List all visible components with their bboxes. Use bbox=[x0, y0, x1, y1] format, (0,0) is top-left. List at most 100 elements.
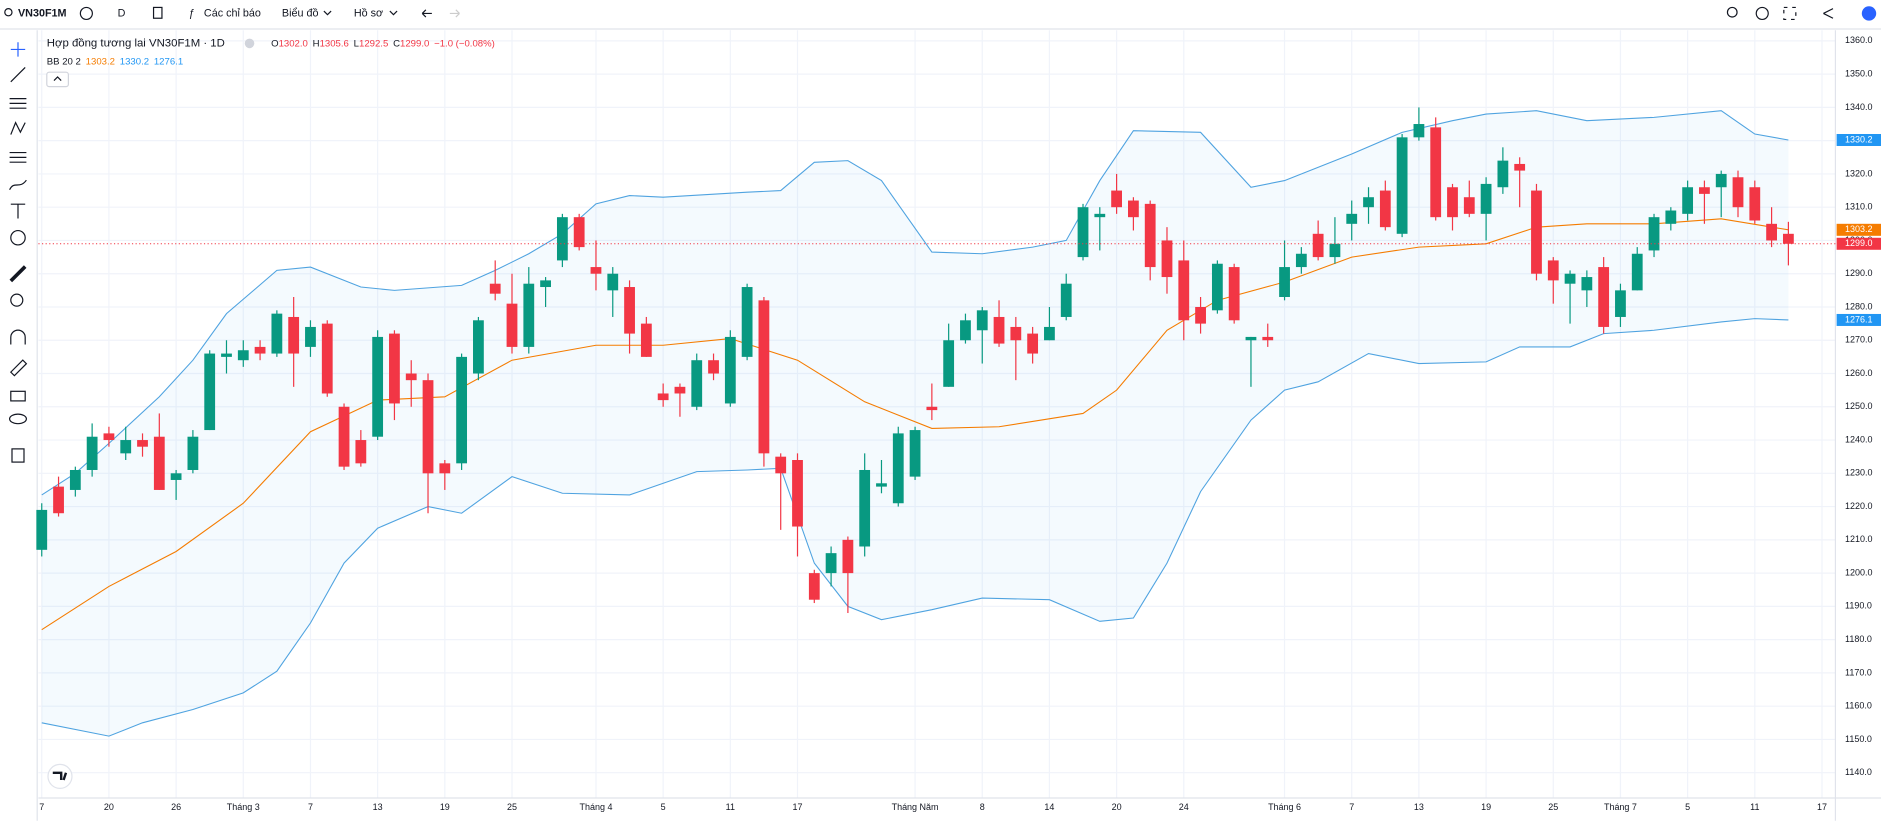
y-tick-label: 1240.0 bbox=[1845, 434, 1872, 444]
candle-body bbox=[540, 280, 551, 288]
y-tick-label: 1290.0 bbox=[1845, 268, 1872, 278]
candle-body bbox=[1329, 243, 1341, 258]
fib-tool[interactable] bbox=[9, 97, 27, 109]
candle-body bbox=[1531, 190, 1542, 274]
candle-body bbox=[1346, 213, 1358, 224]
top-toolbar: VN30F1M D ƒ Các chỉ báo Biểu đồ Hồ sơ bbox=[0, 6, 1881, 30]
candle-body bbox=[254, 346, 266, 354]
candle-body bbox=[758, 300, 770, 454]
logo[interactable] bbox=[1861, 6, 1877, 21]
visibility-icon[interactable] bbox=[244, 38, 255, 49]
symbol[interactable]: VN30F1M bbox=[18, 7, 67, 19]
candle-body bbox=[1463, 197, 1475, 214]
candle-body bbox=[1111, 190, 1123, 208]
chart-style-icon[interactable] bbox=[152, 6, 163, 19]
candle-body bbox=[1379, 190, 1391, 228]
screenshot[interactable] bbox=[1726, 6, 1738, 18]
price-marker bbox=[1836, 237, 1881, 250]
candle-body bbox=[1279, 267, 1290, 298]
zoom-tool[interactable] bbox=[10, 293, 24, 307]
candle-body bbox=[221, 353, 232, 357]
price-marker-label: 1303.2 bbox=[1845, 224, 1872, 234]
line-tool[interactable] bbox=[10, 66, 26, 83]
y-tick-label: 1270.0 bbox=[1845, 335, 1872, 345]
y-tick-label: 1150.0 bbox=[1845, 734, 1872, 744]
profile-menu[interactable]: Hồ sơ bbox=[354, 7, 383, 19]
candle-body bbox=[1060, 283, 1072, 317]
interval[interactable]: D bbox=[118, 7, 126, 19]
candle-body bbox=[1295, 253, 1307, 268]
y-tick-label: 1170.0 bbox=[1845, 667, 1872, 677]
candle-body bbox=[86, 436, 98, 470]
trash-tool[interactable] bbox=[11, 448, 25, 463]
y-tick-label: 1230.0 bbox=[1845, 468, 1872, 478]
price-marker bbox=[1836, 223, 1881, 236]
candle-body bbox=[993, 316, 1005, 344]
collapse-button[interactable] bbox=[46, 71, 69, 88]
candle-body bbox=[1245, 336, 1257, 341]
indicators[interactable]: Các chỉ báo bbox=[204, 7, 261, 19]
candle-body bbox=[674, 386, 686, 394]
candle-body bbox=[1497, 160, 1509, 188]
ruler-tool[interactable] bbox=[9, 265, 27, 283]
band-fill bbox=[41, 110, 1789, 737]
candle-body bbox=[1195, 306, 1206, 324]
settings[interactable] bbox=[1755, 6, 1769, 21]
candle-body bbox=[1699, 187, 1710, 194]
chart-legend: Hợp đồng tương lai VN30F1M · 1D O1302.0 H… bbox=[46, 37, 495, 789]
projection-tool[interactable] bbox=[9, 151, 27, 163]
undo[interactable] bbox=[421, 9, 432, 18]
y-tick-label: 1360.0 bbox=[1845, 35, 1872, 45]
y-tick-label: 1210.0 bbox=[1845, 534, 1872, 544]
add-symbol[interactable] bbox=[79, 6, 93, 21]
candle-body bbox=[909, 430, 921, 477]
candle-body bbox=[456, 356, 468, 464]
candle-body bbox=[624, 287, 635, 334]
candle-body bbox=[960, 320, 971, 341]
y-tick-label: 1190.0 bbox=[1845, 601, 1872, 611]
price-marker bbox=[1836, 313, 1881, 326]
search-icon[interactable] bbox=[4, 8, 13, 17]
x-tick-label: 19 bbox=[440, 802, 450, 812]
x-tick-label: 17 bbox=[793, 802, 803, 812]
candle-body bbox=[724, 336, 736, 404]
cursor-tool[interactable] bbox=[10, 42, 26, 57]
tv-logo-mark bbox=[52, 771, 68, 781]
brush-tool[interactable] bbox=[9, 179, 27, 191]
share[interactable] bbox=[1823, 8, 1834, 19]
candle-body bbox=[1312, 233, 1324, 258]
candle-body bbox=[792, 460, 803, 527]
x-tick-label: 20 bbox=[104, 802, 114, 812]
pattern-tool[interactable] bbox=[10, 121, 26, 135]
candle-body bbox=[1581, 277, 1593, 291]
candle-body bbox=[657, 393, 669, 401]
chart-menu[interactable]: Biểu đồ bbox=[282, 7, 319, 19]
candle-body bbox=[1631, 253, 1643, 291]
text-tool[interactable] bbox=[10, 203, 26, 219]
y-tick-label: 1220.0 bbox=[1845, 501, 1872, 511]
chevron bbox=[389, 10, 398, 16]
magnet-tool[interactable] bbox=[10, 329, 26, 345]
candle-body bbox=[372, 336, 384, 437]
x-tick-label: 19 bbox=[1481, 802, 1491, 812]
ohlc-value: 1302.0 bbox=[279, 38, 308, 49]
hide-tool[interactable] bbox=[8, 413, 27, 425]
candle-body bbox=[1094, 213, 1106, 218]
lock-tool[interactable] bbox=[10, 390, 26, 402]
y-tick-label: 1320.0 bbox=[1845, 168, 1872, 178]
candle-body bbox=[1128, 200, 1139, 218]
x-tick-label: 8 bbox=[980, 802, 985, 812]
x-tick-label: Tháng 4 bbox=[579, 802, 612, 812]
candle-body bbox=[204, 353, 216, 431]
fullscreen[interactable] bbox=[1783, 6, 1797, 21]
candle-body bbox=[775, 456, 787, 474]
emoji-tool[interactable] bbox=[10, 229, 26, 246]
redo[interactable] bbox=[449, 9, 460, 18]
candle-body bbox=[1044, 326, 1055, 341]
candle-body bbox=[1564, 273, 1576, 284]
candle-body bbox=[1010, 326, 1022, 341]
lock-draw-tool[interactable] bbox=[9, 359, 28, 377]
candle-body bbox=[1211, 263, 1223, 311]
candle-body bbox=[1732, 177, 1744, 208]
